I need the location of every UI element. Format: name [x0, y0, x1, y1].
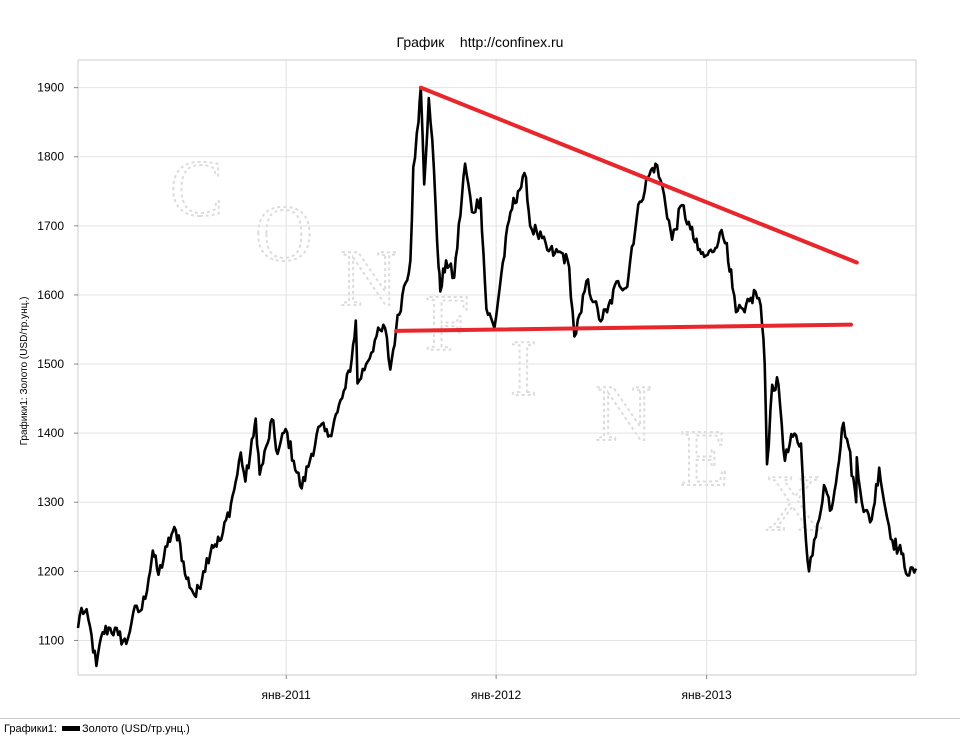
x-tick-label: янв-2012	[471, 688, 522, 702]
watermark-letter: N	[595, 370, 653, 458]
watermark-letter: E	[680, 415, 729, 503]
watermark-letter: F	[425, 280, 470, 368]
watermark-letter: N	[340, 235, 398, 323]
x-tick-label: янв-2011	[262, 688, 312, 702]
watermark-letter: C	[170, 145, 223, 233]
legend-entry: Золото (USD/тр.унц.)	[81, 723, 190, 735]
gold-price-line	[76, 86, 918, 668]
legend-prefix: Графики1:	[4, 723, 57, 735]
y-tick-label: 1200	[37, 564, 64, 578]
y-tick-label: 1800	[37, 150, 64, 164]
x-axis: янв-2011 янв-2012 янв-2013	[262, 675, 733, 702]
support-trendline	[394, 322, 854, 333]
y-tick-label: 1400	[37, 426, 64, 440]
watermark-letter: O	[255, 190, 313, 278]
y-tick-label: 1900	[37, 81, 64, 95]
trendlines-layer	[394, 85, 859, 333]
plot-frame	[77, 59, 917, 676]
y-tick-label: 1600	[37, 288, 64, 302]
y-tick-label: 1500	[37, 357, 64, 371]
watermark-letter: I	[510, 325, 537, 413]
resistance-trendline	[418, 85, 859, 265]
y-axis: 1100 1200 1300 1400 1500 1600 1700 1800 1900	[37, 81, 78, 647]
watermark-letter: X	[765, 460, 823, 548]
y-tick-label: 1300	[37, 495, 64, 509]
legend-swatch	[61, 725, 80, 731]
grid-lines	[78, 60, 916, 675]
y-axis-label: Графики1: Золото (USD/тр.унц.)	[18, 297, 30, 446]
series-layer	[76, 86, 918, 668]
legend: Графики1: Золото (USD/тр.унц.)	[0, 718, 960, 738]
x-tick-label: янв-2013	[682, 688, 733, 702]
y-tick-label: 1700	[37, 219, 64, 233]
y-tick-label: 1100	[38, 633, 64, 647]
chart-title: График http://confinex.ru	[396, 34, 564, 50]
